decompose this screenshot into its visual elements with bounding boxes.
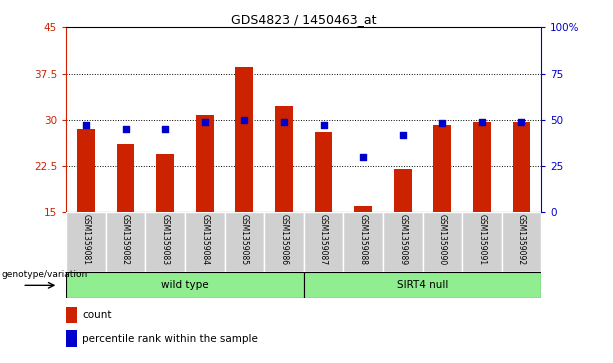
Text: GSM1359081: GSM1359081 [82, 214, 91, 265]
Title: GDS4823 / 1450463_at: GDS4823 / 1450463_at [231, 13, 376, 26]
Point [438, 121, 447, 126]
Bar [145, 212, 185, 272]
Point [358, 154, 368, 160]
Bar [196, 115, 214, 212]
Point [121, 126, 131, 132]
Bar [66, 272, 304, 298]
Text: SIRT4 null: SIRT4 null [397, 280, 448, 290]
Text: GSM1359084: GSM1359084 [200, 214, 209, 265]
Bar [501, 212, 541, 272]
Point [200, 119, 210, 125]
Text: GSM1359090: GSM1359090 [438, 214, 447, 265]
Bar [433, 125, 451, 212]
Text: GSM1359092: GSM1359092 [517, 214, 526, 265]
Text: count: count [82, 310, 112, 320]
Text: GSM1359088: GSM1359088 [359, 214, 368, 265]
Point [81, 122, 91, 128]
Bar [116, 144, 134, 212]
Point [398, 132, 408, 138]
Bar [422, 212, 462, 272]
Point [319, 122, 329, 128]
Bar [462, 212, 501, 272]
Bar [354, 206, 372, 212]
Bar [512, 122, 530, 212]
Bar [66, 212, 106, 272]
Bar [224, 212, 264, 272]
Text: genotype/variation: genotype/variation [1, 270, 88, 279]
Text: GSM1359085: GSM1359085 [240, 214, 249, 265]
Point [477, 119, 487, 125]
Bar [314, 132, 332, 212]
Text: GSM1359082: GSM1359082 [121, 214, 130, 265]
Text: GSM1359087: GSM1359087 [319, 214, 328, 265]
Bar [394, 169, 411, 212]
Bar [275, 106, 293, 212]
Point [517, 119, 527, 125]
Bar [383, 212, 422, 272]
Bar [343, 212, 383, 272]
Bar [473, 122, 491, 212]
Point [240, 117, 249, 123]
Point [279, 119, 289, 125]
Bar [264, 212, 304, 272]
Text: GSM1359091: GSM1359091 [478, 214, 486, 265]
Bar [185, 212, 224, 272]
Text: GSM1359089: GSM1359089 [398, 214, 407, 265]
Bar [235, 68, 253, 212]
Text: percentile rank within the sample: percentile rank within the sample [82, 334, 257, 344]
Bar [77, 129, 95, 212]
Text: wild type: wild type [161, 280, 209, 290]
Bar [304, 212, 343, 272]
Point [160, 126, 170, 132]
Text: GSM1359086: GSM1359086 [280, 214, 289, 265]
Bar [106, 212, 145, 272]
Bar [156, 154, 174, 212]
Bar [304, 272, 541, 298]
Text: GSM1359083: GSM1359083 [161, 214, 170, 265]
Bar [66, 307, 77, 323]
Bar [66, 330, 77, 347]
